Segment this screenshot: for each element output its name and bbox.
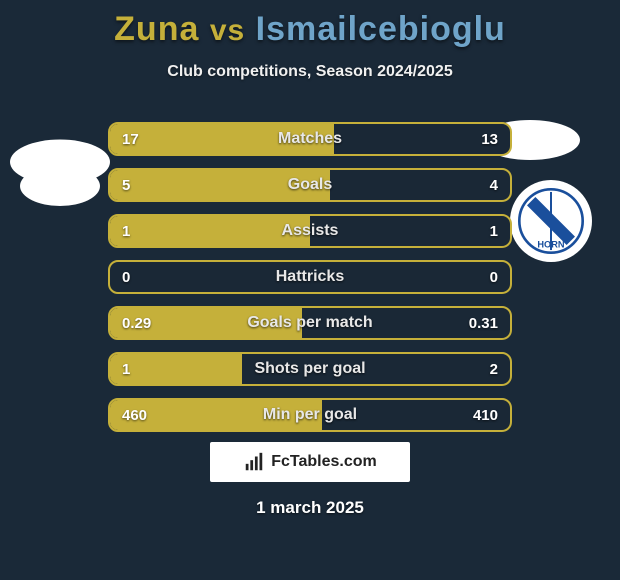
stat-right-value: 0.31: [469, 315, 498, 332]
stat-row-assists: 1 Assists 1: [108, 214, 512, 248]
player2-club-badge: HORN: [510, 180, 592, 262]
brand-badge[interactable]: FcTables.com: [210, 442, 410, 482]
stat-label: Goals per match: [110, 314, 510, 332]
stat-row-hattricks: 0 Hattricks 0: [108, 260, 512, 294]
stats-container: 17 Matches 13 5 Goals 4 1 Assists 1 0 Ha…: [108, 122, 512, 444]
date-text: 1 march 2025: [0, 498, 620, 518]
stat-row-goals-per-match: 0.29 Goals per match 0.31: [108, 306, 512, 340]
stat-right-value: 0: [490, 269, 498, 286]
stat-row-min-per-goal: 460 Min per goal 410: [108, 398, 512, 432]
stat-label: Goals: [110, 176, 510, 194]
stat-row-goals: 5 Goals 4: [108, 168, 512, 202]
player2-name: Ismailcebioglu: [256, 10, 506, 48]
stat-right-value: 1: [490, 223, 498, 240]
player1-name: Zuna: [114, 10, 199, 48]
stat-right-value: 4: [490, 177, 498, 194]
brand-text: FcTables.com: [271, 453, 377, 471]
stat-label: Shots per goal: [110, 360, 510, 378]
club-logo-icon: HORN: [518, 188, 584, 254]
stat-row-matches: 17 Matches 13: [108, 122, 512, 156]
stat-label: Assists: [110, 222, 510, 240]
player1-club-placeholder: [20, 166, 100, 206]
stat-right-value: 410: [473, 407, 498, 424]
stat-right-value: 2: [490, 361, 498, 378]
stat-label: Min per goal: [110, 406, 510, 424]
stat-label: Hattricks: [110, 268, 510, 286]
comparison-title: Zuna vs Ismailcebioglu: [0, 0, 620, 49]
stat-row-shots-per-goal: 1 Shots per goal 2: [108, 352, 512, 386]
vs-text: vs: [210, 14, 245, 47]
stat-right-value: 13: [481, 131, 498, 148]
svg-text:HORN: HORN: [537, 239, 565, 249]
subtitle: Club competitions, Season 2024/2025: [0, 63, 620, 81]
stat-label: Matches: [110, 130, 510, 148]
chart-icon: [243, 451, 265, 473]
